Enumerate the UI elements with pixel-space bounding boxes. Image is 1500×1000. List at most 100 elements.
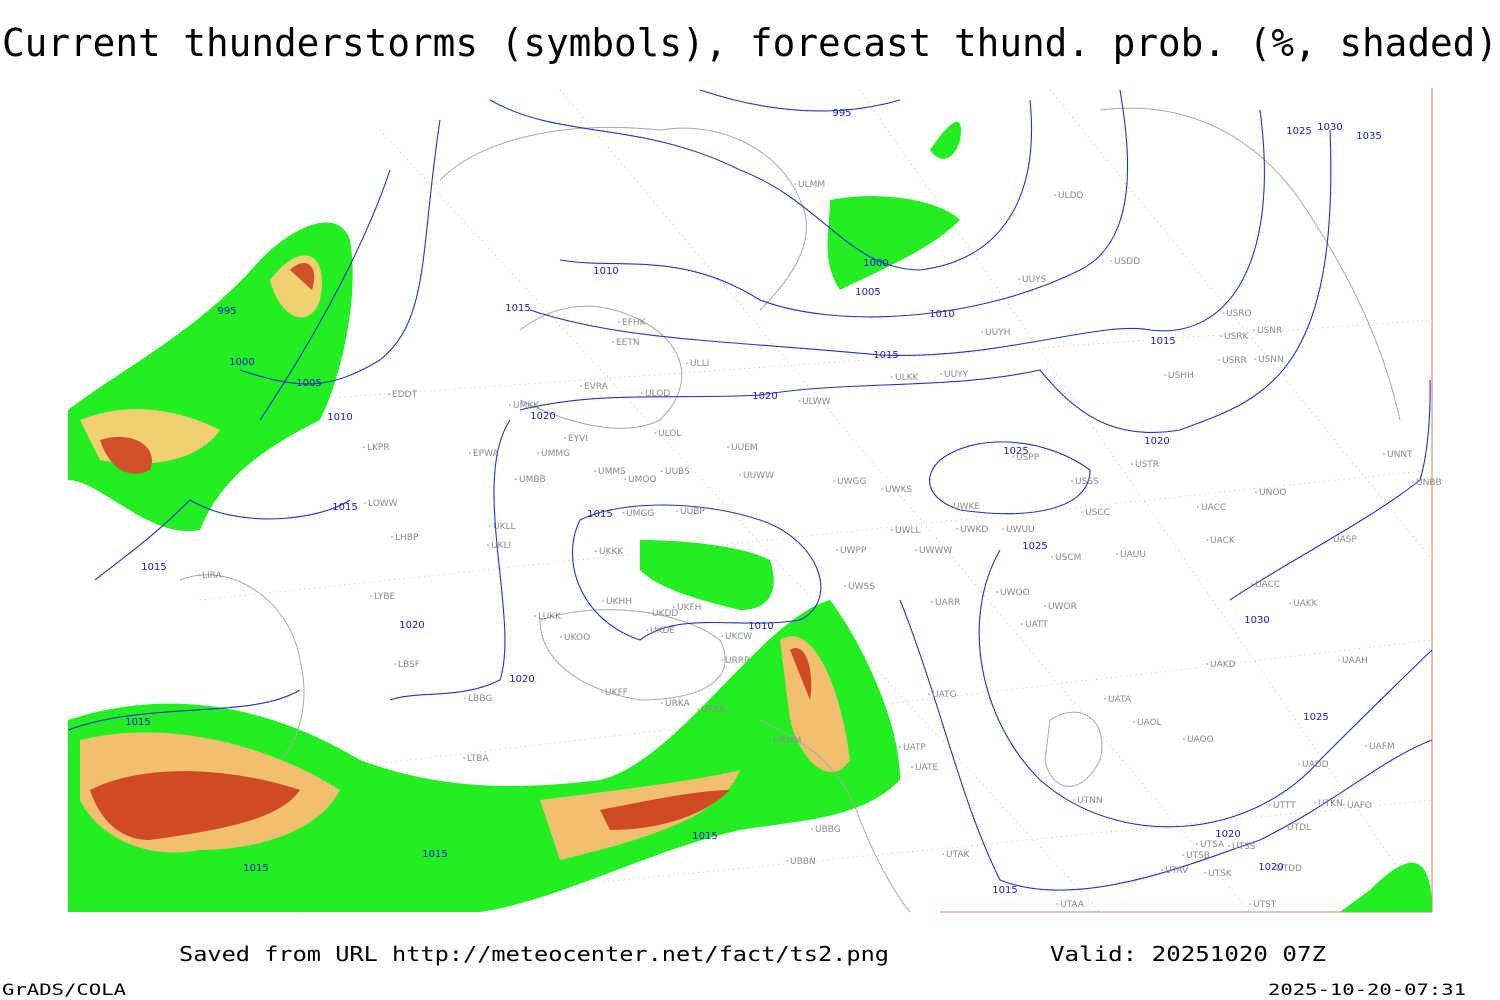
- station-label: UKFF: [605, 688, 628, 698]
- station-dot: [624, 478, 626, 480]
- station-label: ULMM: [798, 180, 825, 190]
- station-label: UMKK: [513, 401, 540, 411]
- station-dot: [686, 362, 688, 364]
- station-label: UUYH: [985, 328, 1010, 338]
- station-label: LOWW: [368, 499, 398, 509]
- isobar-label: 1025: [1003, 446, 1028, 457]
- station-dot: [1269, 804, 1271, 806]
- station-label: UATP: [903, 743, 927, 753]
- station-dot: [727, 446, 729, 448]
- isobar-label: 1010: [748, 621, 773, 632]
- map-area: ULDD ULMM USDD UUYS USRO USRK USNR USRR USNN UUYH…: [67, 88, 1442, 913]
- station-label: UNOO: [1259, 488, 1287, 498]
- station-label: UKHH: [606, 597, 632, 607]
- isobar-label: 1020: [752, 391, 777, 402]
- prob-shade: [80, 255, 322, 464]
- station-dot: [1054, 194, 1056, 196]
- station-dot: [891, 376, 893, 378]
- station-dot: [646, 629, 648, 631]
- station-label: USNR: [1257, 326, 1282, 336]
- station-label: UTSB: [1186, 851, 1210, 861]
- station-label: UUBS: [665, 467, 690, 477]
- station-label: UUEM: [731, 443, 758, 453]
- station-dot: [580, 385, 582, 387]
- station-dot: [1018, 278, 1020, 280]
- station-label: UTKN: [1318, 799, 1343, 809]
- station-dot: [1051, 556, 1053, 558]
- station-label: UKFH: [677, 603, 701, 613]
- station-dot: [1253, 329, 1255, 331]
- station-label: EYVI: [568, 434, 588, 444]
- station-label: UWOR: [1048, 602, 1077, 612]
- station-dot: [1249, 903, 1251, 905]
- station-dot: [622, 512, 624, 514]
- station-dot: [1251, 583, 1253, 585]
- station-dot: [836, 549, 838, 551]
- coastline: [539, 609, 726, 701]
- coastline: [179, 574, 305, 761]
- station-label: UWGG: [837, 477, 866, 487]
- station-dot: [739, 474, 741, 476]
- coastline: [439, 126, 807, 311]
- grid-line: [1049, 89, 1433, 561]
- station-dot: [1183, 738, 1185, 740]
- isobar-label: 1015: [243, 863, 268, 874]
- station-dot: [786, 860, 788, 862]
- grid-line: [199, 469, 1433, 601]
- station-dot: [364, 502, 366, 504]
- station-label: USPP: [1016, 453, 1040, 463]
- station-label: UKLI: [491, 541, 511, 551]
- isobar-label: 1020: [399, 620, 424, 631]
- isobar-label: 1015: [125, 717, 150, 728]
- station-dot: [1228, 845, 1230, 847]
- grid: [67, 89, 1433, 913]
- station-dot: [534, 615, 536, 617]
- station-label: USRO: [1226, 309, 1252, 319]
- station-label: EDDT: [392, 390, 418, 400]
- station-dot: [942, 853, 944, 855]
- isobar-label: 1015: [505, 303, 530, 314]
- station-dot: [594, 470, 596, 472]
- isobar: [94, 129, 1332, 581]
- station-label: URKK: [701, 705, 727, 715]
- station-label: URKA: [665, 699, 691, 709]
- station-label: UKLL: [493, 522, 516, 532]
- station-dot: [469, 452, 471, 454]
- station-dot: [537, 452, 539, 454]
- station-label: USCM: [1055, 553, 1081, 563]
- station-dot: [721, 635, 723, 637]
- station-label: UACK: [1210, 536, 1236, 546]
- station-dot: [1314, 802, 1316, 804]
- station-label: UUWW: [743, 471, 774, 481]
- station-label: UNBB: [1416, 478, 1442, 488]
- isobar-label: 995: [832, 108, 851, 119]
- station-label: ULLI: [690, 359, 709, 369]
- shading: [68, 121, 1432, 913]
- station-dot: [1104, 698, 1106, 700]
- isobar: [699, 89, 901, 112]
- station-label: LBBG: [468, 694, 492, 704]
- station-dot: [394, 663, 396, 665]
- isobar: [1229, 379, 1431, 601]
- station-dot: [363, 446, 365, 448]
- station-label: UARR: [935, 598, 960, 608]
- station-dot: [1218, 359, 1220, 361]
- station-dot: [676, 510, 678, 512]
- station-label: UATG: [932, 690, 957, 700]
- station-label: LTBA: [467, 754, 489, 764]
- isobar-label: 1000: [229, 357, 254, 368]
- station-label: USHH: [1168, 371, 1194, 381]
- station-dot: [1343, 804, 1345, 806]
- station-label: EFHK: [622, 318, 647, 328]
- isobar-label: 1015: [332, 502, 357, 513]
- station-label: UWLL: [895, 526, 921, 536]
- station-label: USTR: [1135, 460, 1159, 470]
- station-dot: [560, 636, 562, 638]
- station-dot: [697, 708, 699, 710]
- station-label: UTSK: [1208, 869, 1233, 879]
- station-label: UWUU: [1006, 525, 1035, 535]
- station-label: UAKK: [1293, 599, 1319, 609]
- isobar-labels: 995 1030 1035 1025 1010 1000 1005 1010 1015 1015 1…: [125, 108, 1381, 896]
- grid-line: [859, 89, 1421, 901]
- isobar: [67, 599, 1433, 891]
